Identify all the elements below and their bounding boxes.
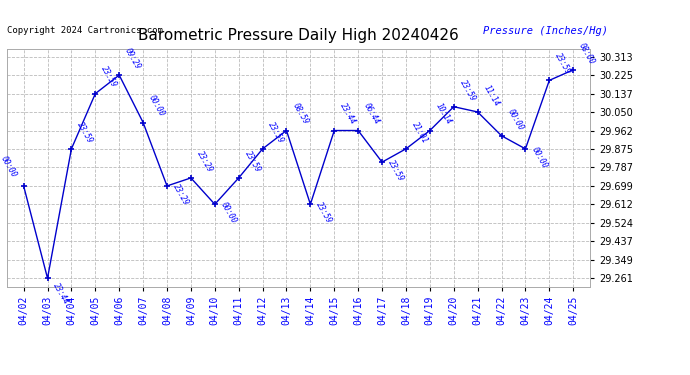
Text: 00:00: 00:00	[506, 107, 525, 132]
Text: 23:59: 23:59	[267, 120, 286, 145]
Text: 21:01: 21:01	[410, 120, 429, 145]
Text: 00:00: 00:00	[219, 201, 238, 225]
Text: 10:14: 10:14	[434, 102, 453, 126]
Text: 23:44: 23:44	[52, 282, 71, 306]
Text: 00:00: 00:00	[0, 154, 18, 179]
Text: 08:00: 08:00	[578, 41, 597, 66]
Text: 23:59: 23:59	[553, 52, 573, 76]
Text: 23:59: 23:59	[458, 78, 477, 102]
Text: 09:29: 09:29	[124, 46, 143, 71]
Text: 23:59: 23:59	[76, 120, 95, 145]
Text: 00:00: 00:00	[530, 145, 549, 170]
Title: Barometric Pressure Daily High 20240426: Barometric Pressure Daily High 20240426	[138, 28, 459, 44]
Text: 23:59: 23:59	[99, 65, 119, 90]
Text: 11:14: 11:14	[482, 83, 501, 108]
Text: 23:59: 23:59	[315, 201, 334, 225]
Text: 00:00: 00:00	[147, 94, 166, 118]
Text: Copyright 2024 Cartronics.com: Copyright 2024 Cartronics.com	[7, 26, 163, 35]
Text: 08:59: 08:59	[290, 102, 310, 126]
Text: Pressure (Inches/Hg): Pressure (Inches/Hg)	[483, 26, 608, 36]
Text: 23:59: 23:59	[243, 149, 262, 174]
Text: 06:44: 06:44	[362, 102, 382, 126]
Text: 23:44: 23:44	[338, 102, 358, 126]
Text: 23:29: 23:29	[171, 182, 190, 207]
Text: 23:29: 23:29	[195, 149, 215, 174]
Text: 23:59: 23:59	[386, 158, 406, 183]
